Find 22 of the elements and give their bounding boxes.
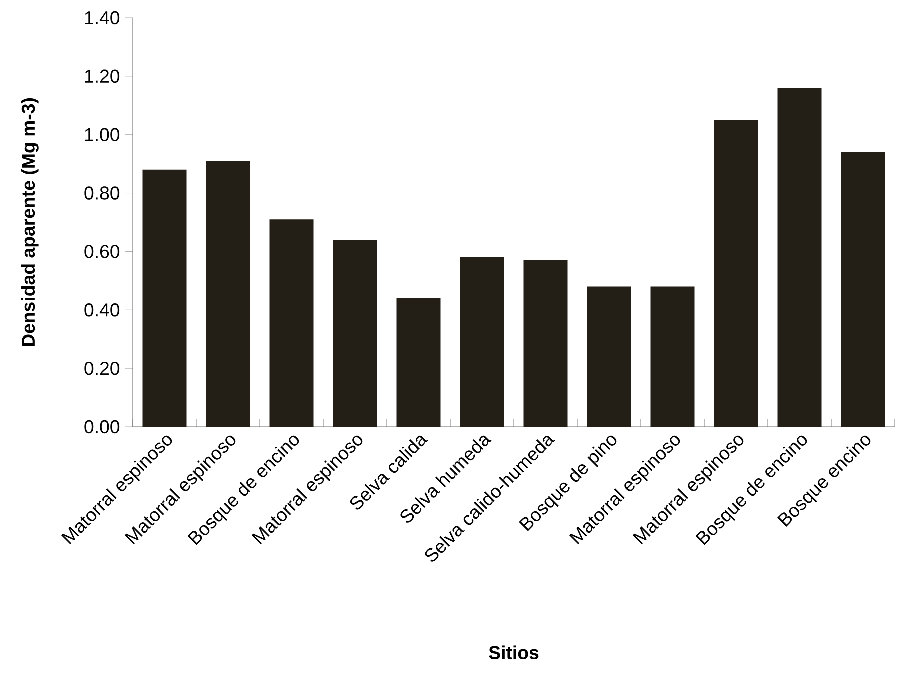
bar xyxy=(333,240,378,427)
y-tick-label: 0.20 xyxy=(84,362,120,376)
y-tick-label: 0.40 xyxy=(84,304,120,317)
y-tick-label: 0.60 xyxy=(84,245,120,258)
bar xyxy=(650,286,695,427)
bar xyxy=(587,286,632,427)
bar xyxy=(142,170,187,427)
bar xyxy=(524,260,568,427)
bar xyxy=(778,88,822,427)
bar xyxy=(270,220,314,427)
bar xyxy=(206,161,250,427)
y-tick-label: 1.00 xyxy=(85,128,120,142)
y-tick-label: 0.00 xyxy=(84,420,120,434)
bar xyxy=(396,298,441,427)
x-axis-title: Sitios xyxy=(489,646,539,660)
bar xyxy=(714,120,758,427)
y-tick-label: 1.40 xyxy=(85,11,120,25)
bar xyxy=(460,258,504,427)
y-axis-title: Densidad aparente (Mg m-3) xyxy=(21,98,39,346)
bar xyxy=(841,152,886,427)
y-tick-label: 0.80 xyxy=(84,186,120,200)
y-tick-label: 1.20 xyxy=(85,70,120,84)
